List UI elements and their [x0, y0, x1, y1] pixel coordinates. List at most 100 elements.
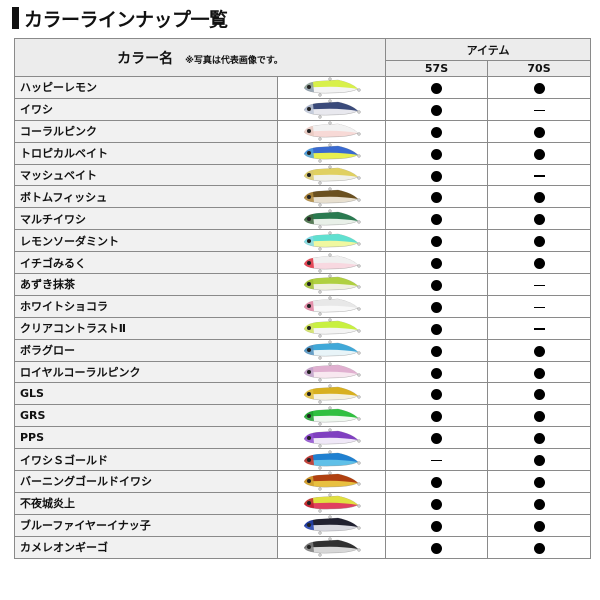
lure-image — [276, 294, 387, 318]
availability-70s — [487, 338, 592, 362]
lure-image — [276, 338, 387, 362]
color-name: マッシュベイト — [14, 163, 278, 187]
lure-icon — [303, 121, 360, 141]
table-row: ボトムフィッシュ — [14, 185, 592, 209]
available-dot-icon — [533, 192, 545, 204]
lure-icon — [303, 428, 360, 448]
table-row: コーラルピンク — [14, 119, 592, 143]
table-row: GRS — [14, 404, 592, 428]
available-dot-icon — [431, 389, 443, 401]
lure-image — [276, 491, 387, 515]
availability-57s — [385, 491, 489, 515]
availability-57s — [385, 97, 489, 121]
lure-icon — [303, 274, 360, 294]
availability-57s — [385, 273, 489, 296]
unavailable-dash-icon — [533, 109, 545, 112]
available-dot-icon — [533, 389, 545, 401]
available-dot-icon — [431, 170, 443, 182]
model-header-70s: 70S — [487, 60, 592, 77]
color-name: ホワイトショコラ — [14, 294, 278, 318]
lure-icon — [303, 362, 360, 382]
lure-icon — [303, 231, 360, 251]
lure-image — [276, 251, 387, 275]
availability-57s — [385, 119, 489, 143]
available-dot-icon — [533, 82, 545, 94]
available-dot-icon — [533, 345, 545, 357]
availability-70s — [487, 316, 592, 340]
availability-70s — [487, 251, 592, 275]
available-dot-icon — [431, 104, 443, 116]
table-row: ボラグロー — [14, 338, 592, 362]
availability-70s — [487, 470, 592, 493]
table-row: イチゴみるく — [14, 251, 592, 275]
lure-image — [276, 448, 387, 472]
available-dot-icon — [533, 367, 545, 379]
available-dot-icon — [533, 126, 545, 138]
lure-icon — [303, 187, 360, 207]
available-dot-icon — [431, 148, 443, 160]
lure-icon — [303, 384, 360, 404]
availability-57s — [385, 251, 489, 275]
color-name: イチゴみるく — [14, 251, 278, 275]
lure-image — [276, 185, 387, 209]
availability-57s — [385, 76, 489, 99]
item-header: アイテム — [385, 38, 592, 61]
availability-57s — [385, 404, 489, 428]
table-row: マルチイワシ — [14, 207, 592, 231]
lure-icon — [303, 253, 360, 273]
lure-image — [276, 163, 387, 187]
color-name: ハッピーレモン — [14, 76, 278, 99]
available-dot-icon — [533, 258, 545, 270]
color-name: GRS — [14, 404, 278, 428]
color-name: イワシＳゴールド — [14, 448, 278, 472]
lure-icon — [303, 493, 360, 513]
table-row: マッシュベイト — [14, 163, 592, 187]
page-title-text: カラーラインナップ一覧 — [24, 8, 228, 31]
availability-70s — [487, 360, 592, 384]
color-name: カメレオンギーゴ — [14, 535, 278, 559]
availability-70s — [487, 382, 592, 406]
color-name: 不夜城炎上 — [14, 491, 278, 515]
lure-image — [276, 229, 387, 253]
available-dot-icon — [533, 411, 545, 423]
available-dot-icon — [431, 214, 443, 226]
availability-70s — [487, 273, 592, 296]
title-marker — [12, 7, 19, 29]
available-dot-icon — [533, 214, 545, 226]
lure-image — [276, 76, 387, 99]
available-dot-icon — [431, 520, 443, 532]
available-dot-icon — [533, 236, 545, 248]
availability-70s — [487, 141, 592, 165]
color-name: ブルーファイヤーイナッ子 — [14, 513, 278, 537]
available-dot-icon — [431, 476, 443, 488]
table-row: トロピカルベイト — [14, 141, 592, 165]
availability-70s — [487, 491, 592, 515]
available-dot-icon — [431, 82, 443, 94]
unavailable-dash-icon — [533, 284, 545, 287]
lure-icon — [303, 471, 360, 491]
lure-icon — [303, 99, 360, 119]
available-dot-icon — [533, 148, 545, 160]
color-name: PPS — [14, 426, 278, 450]
table-row: ハッピーレモン — [14, 76, 592, 99]
color-name: コーラルピンク — [14, 119, 278, 143]
availability-57s — [385, 163, 489, 187]
availability-57s — [385, 535, 489, 559]
available-dot-icon — [533, 498, 545, 510]
available-dot-icon — [533, 476, 545, 488]
lure-icon — [303, 209, 360, 229]
unavailable-dash-icon — [533, 328, 545, 330]
table-row: ホワイトショコラ — [14, 294, 592, 318]
lure-icon — [303, 318, 360, 338]
availability-57s — [385, 448, 489, 472]
table-row: クリアコントラストⅡ — [14, 316, 592, 340]
color-lineup-table: カラー名 ※写真は代表画像です。 アイテム 57S 70S ハッピーレモン イワシ — [13, 38, 592, 559]
lure-image — [276, 141, 387, 165]
availability-57s — [385, 141, 489, 165]
lure-image — [276, 97, 387, 121]
available-dot-icon — [431, 236, 443, 248]
lure-icon — [303, 406, 360, 426]
availability-57s — [385, 382, 489, 406]
availability-70s — [487, 448, 592, 472]
availability-57s — [385, 360, 489, 384]
